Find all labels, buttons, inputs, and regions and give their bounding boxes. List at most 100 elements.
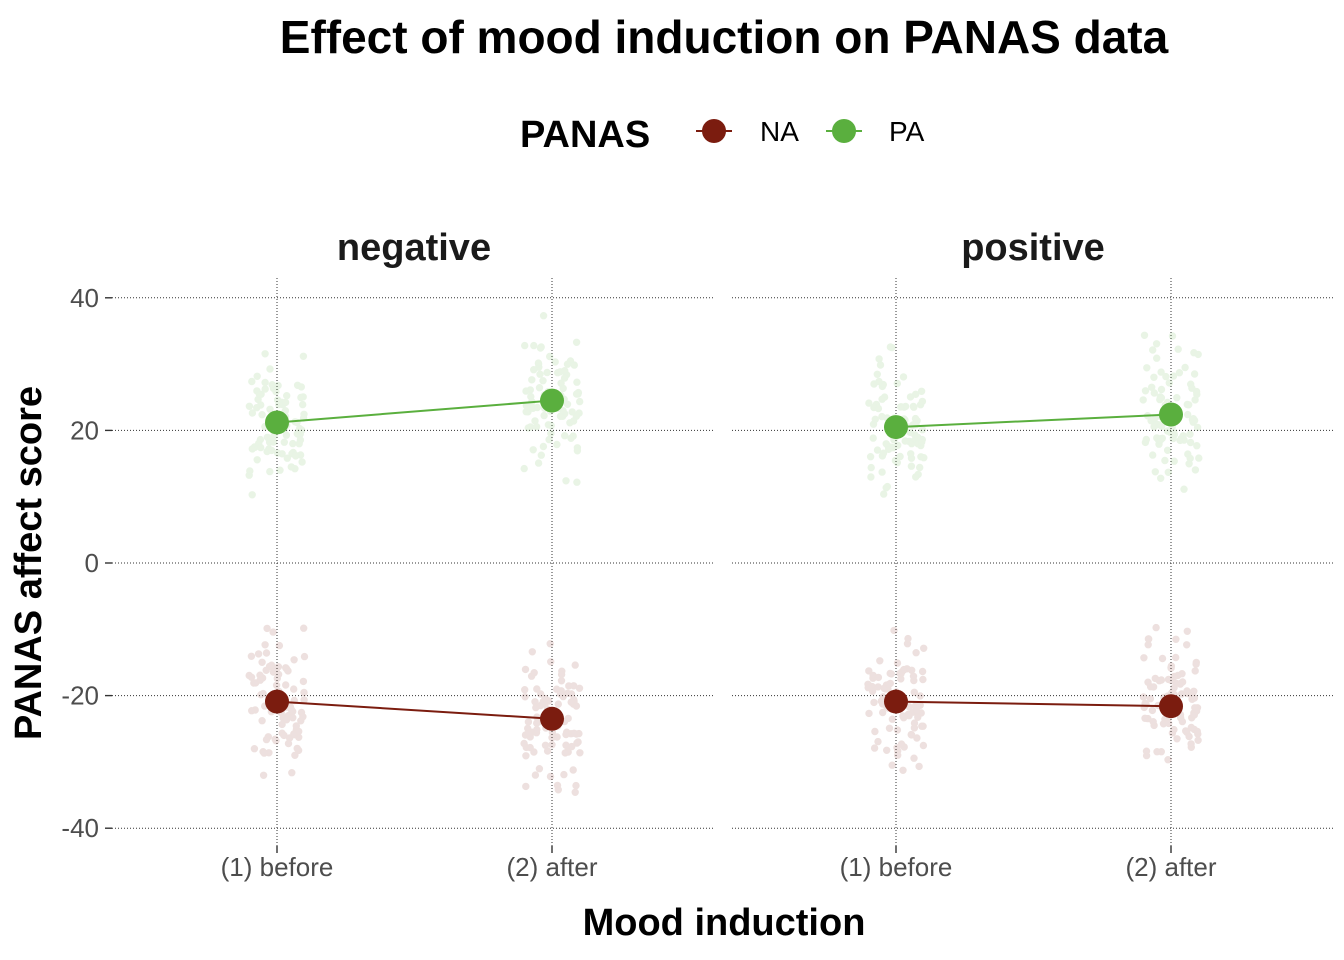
raw-point: [576, 397, 584, 406]
raw-point: [551, 358, 559, 366]
raw-point: [297, 708, 306, 717]
mean-point: [540, 388, 564, 413]
raw-point: [253, 372, 261, 380]
raw-point: [536, 701, 545, 710]
raw-point: [874, 737, 882, 746]
raw-point: [556, 690, 565, 698]
raw-point: [575, 684, 584, 692]
raw-point: [284, 739, 293, 748]
raw-point: [1186, 454, 1194, 463]
raw-point: [918, 426, 927, 434]
raw-point: [1170, 457, 1178, 465]
raw-point: [869, 671, 877, 680]
raw-point: [557, 677, 566, 685]
raw-point: [1189, 415, 1198, 423]
raw-point: [1155, 677, 1163, 685]
raw-point: [561, 410, 569, 418]
raw-point: [1188, 384, 1196, 392]
raw-point: [896, 669, 904, 678]
raw-point: [1194, 350, 1202, 359]
raw-point: [901, 437, 909, 445]
raw-point: [262, 666, 270, 674]
raw-point: [1193, 423, 1202, 432]
raw-point: [1186, 438, 1195, 447]
raw-point: [280, 438, 288, 446]
raw-point: [253, 404, 261, 412]
raw-point: [570, 682, 578, 690]
raw-point: [1194, 730, 1202, 738]
raw-point: [897, 403, 905, 411]
raw-point: [263, 447, 271, 456]
raw-point: [907, 450, 915, 458]
raw-point: [258, 411, 266, 419]
raw-point: [566, 419, 574, 427]
raw-point: [1150, 373, 1158, 381]
raw-point: [887, 670, 895, 678]
raw-point: [1170, 725, 1178, 734]
raw-point: [567, 698, 575, 706]
raw-point: [569, 417, 578, 425]
raw-point: [885, 445, 893, 453]
raw-point: [299, 400, 307, 409]
raw-point: [245, 402, 254, 410]
series-pa: [884, 402, 1183, 440]
raw-point: [898, 668, 906, 676]
raw-point: [1189, 418, 1197, 426]
raw-point: [910, 754, 918, 762]
raw-point: [547, 429, 555, 438]
raw-point: [885, 680, 893, 689]
raw-point: [908, 666, 916, 674]
raw-point: [572, 412, 581, 420]
raw-point: [556, 412, 565, 420]
raw-point: [873, 446, 882, 454]
raw-point: [915, 762, 923, 771]
raw-point: [893, 744, 901, 752]
raw-point: [287, 705, 296, 714]
raw-point: [293, 430, 301, 438]
raw-point: [253, 387, 261, 395]
raw-point: [1175, 369, 1184, 377]
x-tick-label: (1) before: [840, 852, 953, 882]
raw-point: [257, 390, 265, 398]
raw-point: [919, 675, 927, 684]
raw-point: [540, 411, 548, 420]
raw-point: [574, 738, 582, 746]
raw-point: [1176, 679, 1185, 688]
raw-point: [289, 707, 297, 716]
raw-point: [546, 640, 554, 648]
raw-point: [1193, 390, 1201, 399]
raw-point: [259, 771, 268, 779]
raw-point: [886, 343, 895, 351]
raw-point: [1141, 714, 1149, 722]
raw-point: [570, 361, 578, 369]
raw-point: [562, 477, 570, 485]
raw-point: [1166, 428, 1174, 436]
raw-point: [522, 782, 530, 791]
raw-point: [539, 377, 547, 385]
raw-point: [907, 462, 916, 470]
raw-point: [295, 424, 304, 433]
raw-point: [913, 734, 921, 742]
raw-point: [869, 683, 877, 692]
raw-point: [914, 702, 922, 710]
raw-point: [543, 747, 552, 755]
raw-point: [567, 690, 576, 698]
raw-point: [907, 454, 916, 462]
raw-point: [1141, 438, 1150, 447]
raw-point: [572, 390, 581, 398]
raw-point: [1139, 693, 1148, 701]
raw-point: [264, 733, 272, 741]
raw-point: [572, 781, 580, 790]
raw-point: [1157, 368, 1165, 376]
raw-point: [290, 731, 298, 739]
raw-point: [292, 452, 300, 460]
raw-point: [1192, 387, 1201, 396]
raw-point: [526, 423, 535, 431]
raw-point: [914, 713, 922, 721]
raw-point: [879, 708, 887, 717]
raw-point: [563, 360, 572, 368]
series-na: [265, 689, 564, 731]
raw-point: [912, 390, 920, 398]
raw-point: [293, 744, 301, 753]
raw-point: [532, 423, 541, 431]
